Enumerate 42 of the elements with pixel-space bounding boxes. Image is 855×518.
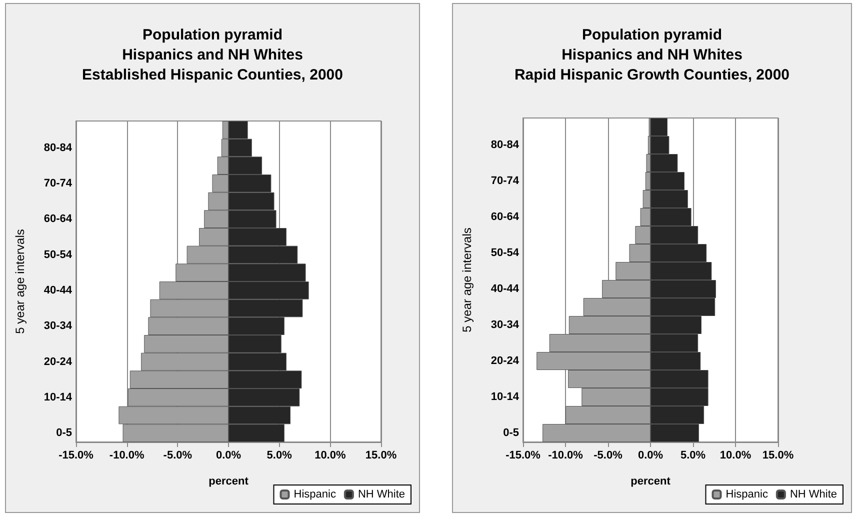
y-tick-label: 20-24 bbox=[44, 356, 73, 368]
x-tick-label: 5.0% bbox=[266, 450, 292, 462]
x-tick-label: -5.0% bbox=[594, 450, 623, 462]
y-tick-label: 80-84 bbox=[44, 142, 73, 154]
x-tick-label: 10.0% bbox=[720, 450, 752, 462]
y-tick-label: 60-64 bbox=[44, 213, 73, 226]
y-tick-label: 60-64 bbox=[490, 211, 520, 223]
x-tick-label: -10.0% bbox=[109, 450, 144, 462]
y-tick-label: 70-74 bbox=[490, 175, 520, 187]
x-tick-label: 5.0% bbox=[680, 450, 706, 462]
chart-title: Population pyramid Hispanics and NH Whites Established Hispanic Counties, 2000 bbox=[82, 26, 343, 84]
y-tick-label: 70-74 bbox=[44, 177, 73, 190]
y-tick-label: 20-24 bbox=[490, 355, 520, 367]
y-tick-label: 50-54 bbox=[490, 247, 520, 259]
y-tick-label: 30-34 bbox=[44, 320, 73, 332]
y-tick-label: 80-84 bbox=[490, 139, 520, 151]
y-tick-label: 40-44 bbox=[44, 284, 73, 296]
x-tick-label: 0.0% bbox=[216, 450, 242, 462]
x-tick-label: -15.0% bbox=[506, 450, 541, 462]
y-tick-label: 40-44 bbox=[490, 283, 520, 295]
x-tick-label: 10.0% bbox=[314, 450, 346, 462]
x-axis-title: percent bbox=[630, 476, 671, 488]
y-tick-label: 10-14 bbox=[44, 391, 73, 404]
y-tick-label: 30-34 bbox=[490, 319, 520, 331]
y-tick-label: 10-14 bbox=[490, 391, 520, 403]
y-axis-title: 5 year age intervals bbox=[13, 229, 27, 334]
legend-label: NH White bbox=[358, 488, 405, 500]
y-tick-label: 0-5 bbox=[503, 427, 519, 439]
chart-title: Population pyramid Hispanics and NH Whites Rapid Hispanic Growth Counties, 2000 bbox=[514, 26, 790, 84]
y-axis-title: 5 year age intervals bbox=[460, 228, 474, 332]
legend-label: NH White bbox=[790, 488, 837, 500]
legend-label: Hispanic bbox=[294, 488, 336, 500]
x-tick-label: 0.0% bbox=[638, 450, 664, 462]
x-tick-label: 15.0% bbox=[762, 450, 794, 462]
x-tick-label: -10.0% bbox=[548, 450, 584, 462]
y-tick-label: 0-5 bbox=[56, 427, 72, 440]
x-tick-label: -15.0% bbox=[58, 450, 94, 462]
legend-label: Hispanic bbox=[726, 488, 768, 500]
x-tick-label: -5.0% bbox=[163, 450, 192, 462]
x-axis-title: percent bbox=[208, 476, 249, 488]
x-tick-label: 15.0% bbox=[365, 450, 397, 462]
y-tick-label: 50-54 bbox=[44, 248, 73, 261]
